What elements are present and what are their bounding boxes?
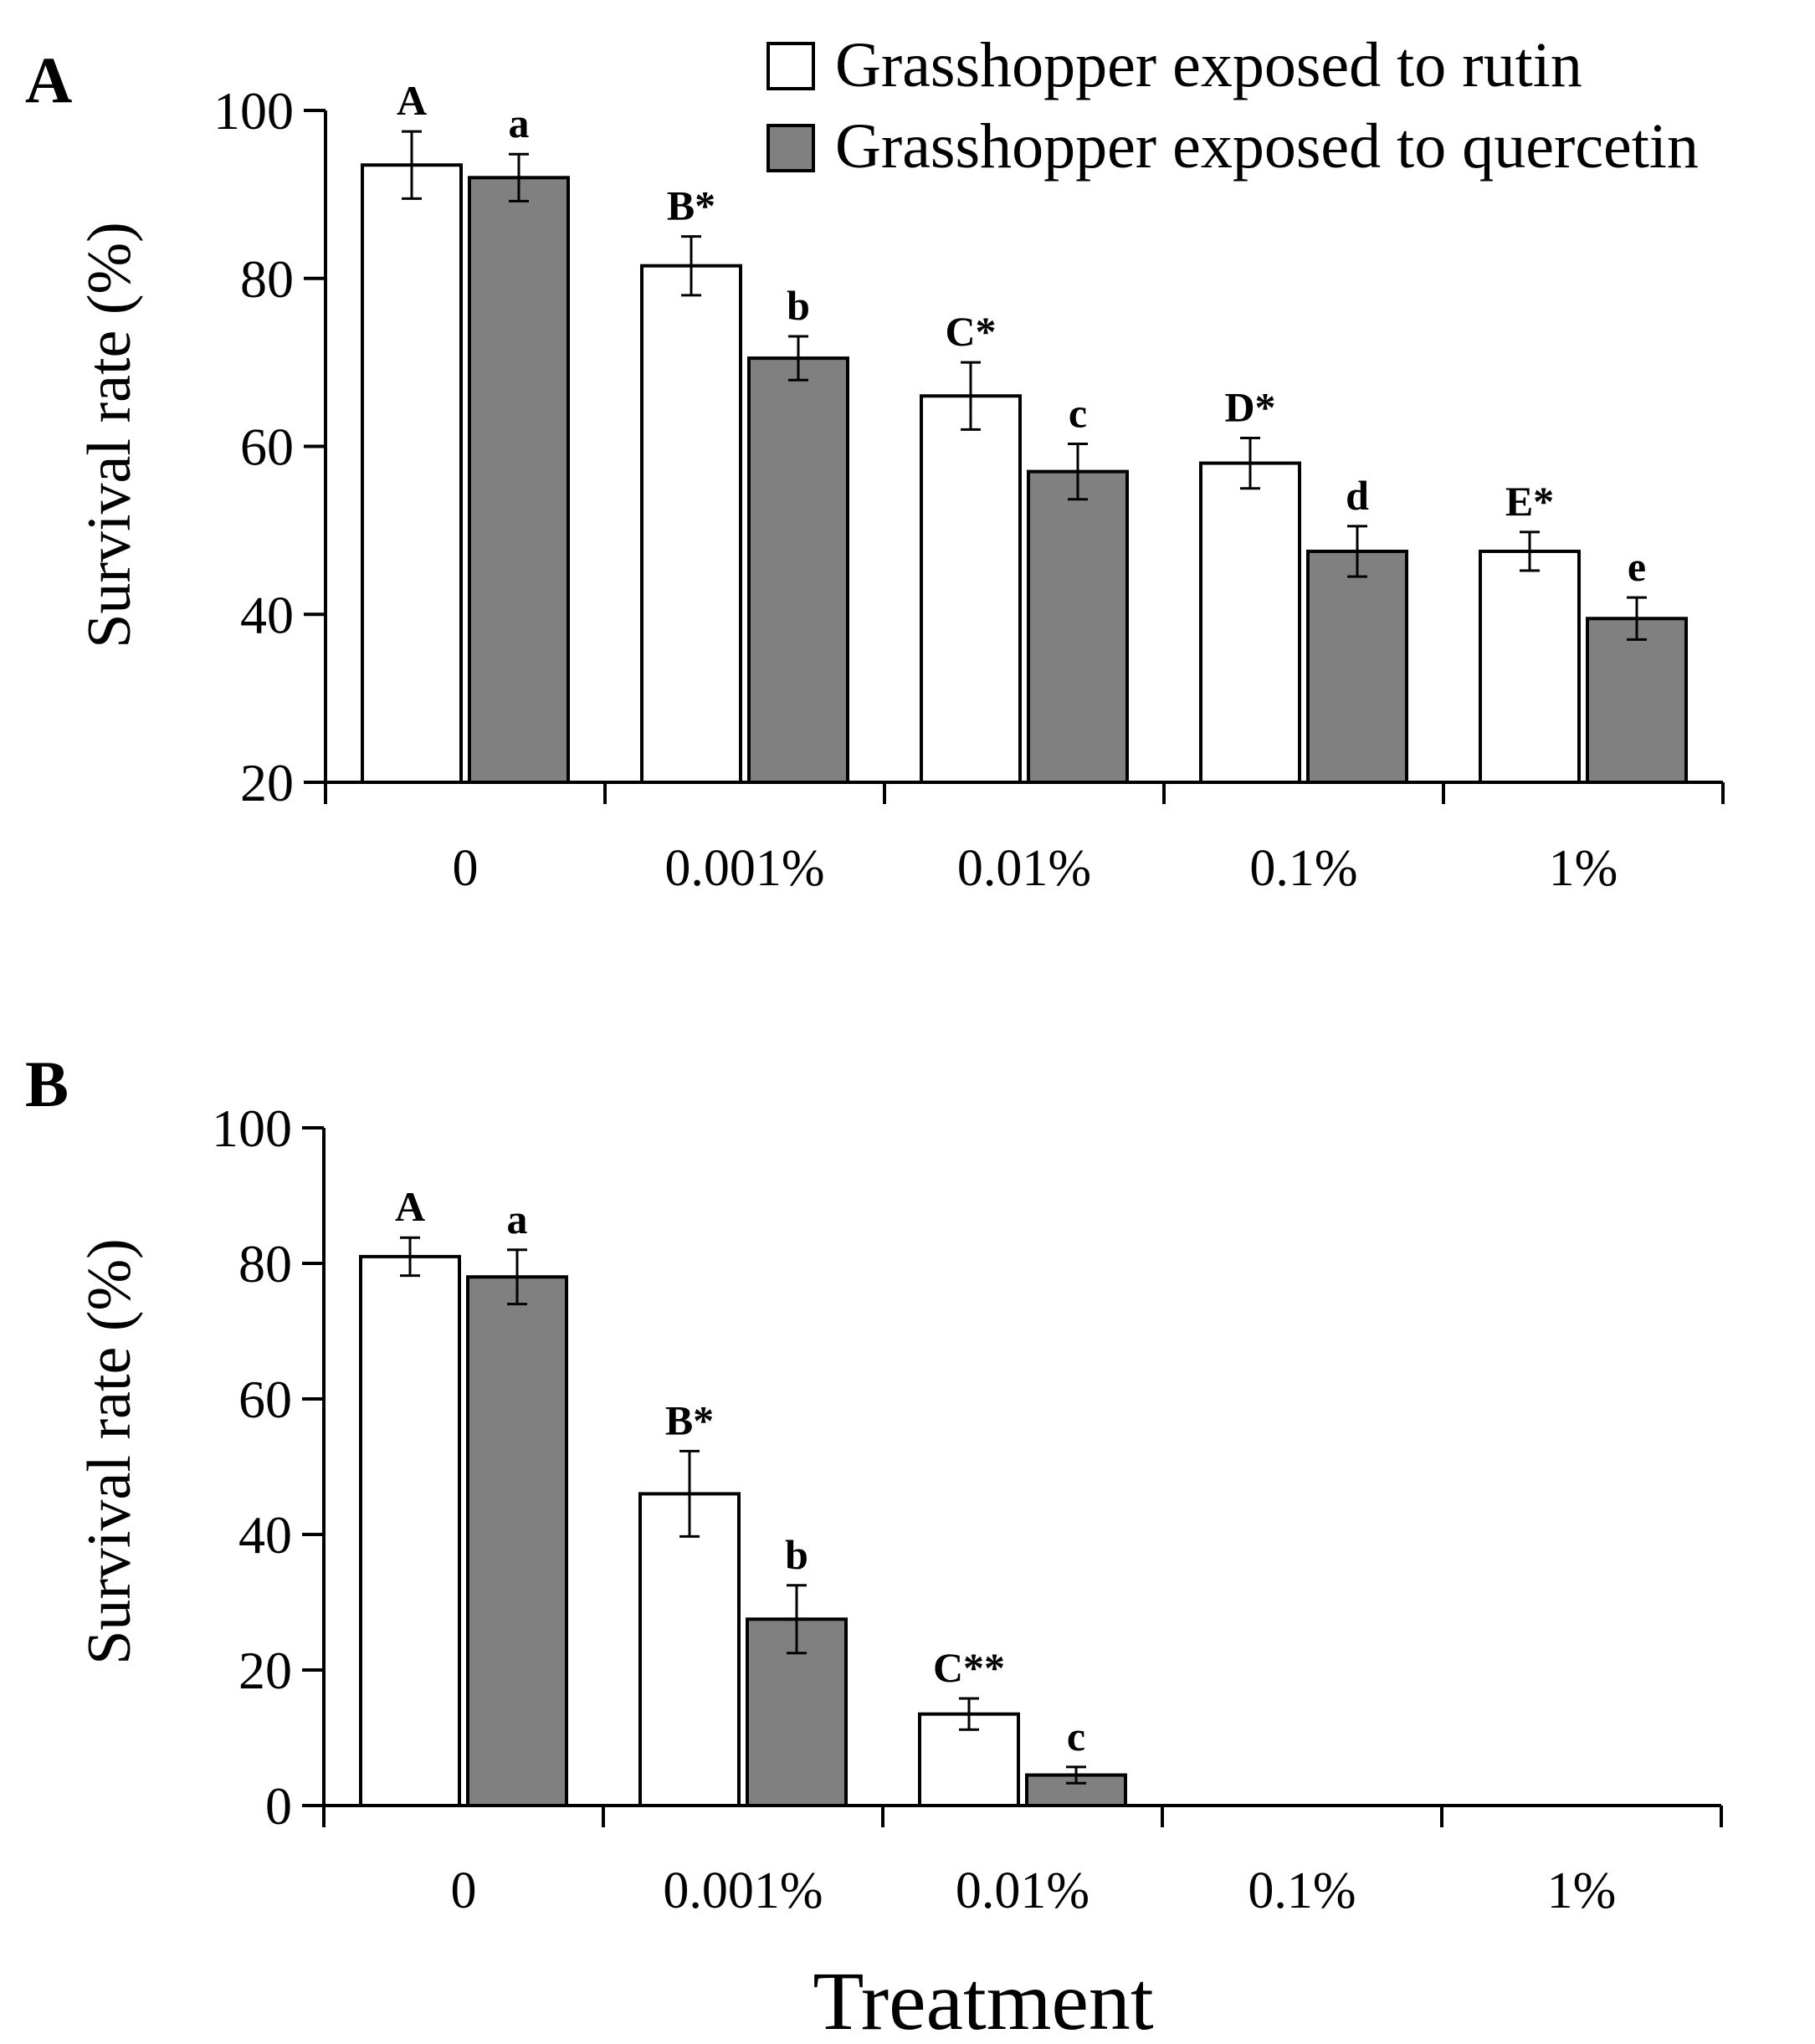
panel-a-significance-label: A xyxy=(397,77,427,124)
panel-a-bar-rutin xyxy=(1199,461,1301,784)
panel-a-significance-label: a xyxy=(509,100,530,146)
legend-label-quercetin: Grasshopper exposed to quercetin xyxy=(835,111,1699,182)
panel-b-x-tick-label: 1% xyxy=(1547,1862,1617,1919)
panel-b-y-tick-label: 100 xyxy=(212,1099,292,1158)
panel-b-bar-rutin xyxy=(638,1492,741,1808)
panel-a-x-tick-label: 0.1% xyxy=(1249,840,1357,897)
panel-b-significance-label: A xyxy=(395,1183,425,1230)
panel-b-significance-label: C** xyxy=(933,1644,1005,1691)
panel-a-y-tick-label: 60 xyxy=(240,418,294,477)
panel-a-y-tick-label: 40 xyxy=(240,585,294,644)
panel-a-bar-rutin xyxy=(361,163,463,784)
panel-a-significance-label: D* xyxy=(1224,383,1275,430)
panel-a-bar-rutin xyxy=(640,264,742,785)
panel-a-bar-quercetin xyxy=(747,356,849,784)
panel-a-significance-label: c xyxy=(1069,389,1087,436)
panel-a: A Survival rate (%) 20 40 60 80 100 0 0.001% 0… xyxy=(25,44,1725,897)
panel-a-x-tick-label: 0.01% xyxy=(957,840,1091,897)
panel-a-significance-label: e xyxy=(1628,543,1646,590)
panel-b-y-tick-label: 20 xyxy=(238,1641,292,1700)
legend: Grasshopper exposed to rutin Grasshopper… xyxy=(767,30,1699,182)
panel-a-bar-rutin xyxy=(1479,549,1581,784)
panel-a-bar-quercetin xyxy=(1586,617,1688,784)
panel-a-y-axis-title: Survival rate (%) xyxy=(75,222,144,648)
legend-swatch-quercetin xyxy=(767,124,815,172)
panel-a-significance-label: B* xyxy=(667,182,715,229)
panel-b-x-tick-label: 0.1% xyxy=(1248,1862,1356,1919)
panel-b-significance-label: c xyxy=(1067,1713,1085,1760)
panel-a-bar-quercetin xyxy=(1027,469,1129,784)
panel-b-bar-quercetin xyxy=(466,1275,568,1807)
panel-b-significance-label: B* xyxy=(665,1396,714,1443)
x-axis-title: Treatment xyxy=(813,1954,1154,2044)
panel-a-significance-label: b xyxy=(787,282,810,329)
panel-b-y-tick-label: 60 xyxy=(238,1370,292,1429)
panel-b-significance-label: b xyxy=(785,1531,808,1578)
panel-a-label: A xyxy=(25,44,72,116)
panel-a-significance-label: d xyxy=(1346,472,1369,519)
panel-b-x-tick-label: 0.001% xyxy=(663,1862,823,1919)
panel-a-x-tick-label: 0 xyxy=(453,840,479,897)
panel-b-y-tick-label: 80 xyxy=(238,1234,292,1294)
panel-b-label: B xyxy=(25,1048,69,1120)
panel-a-y-tick-label: 100 xyxy=(213,81,294,141)
panel-b-x-tick-label: 0.01% xyxy=(956,1862,1090,1919)
panel-b: B Survival rate (%) 0 20 40 60 80 100 0 0.001%… xyxy=(25,1048,1723,1919)
panel-b-y-tick-label: 0 xyxy=(265,1776,292,1836)
panel-a-significance-label: E* xyxy=(1505,478,1554,525)
panel-a-bar-quercetin xyxy=(1306,549,1408,784)
panel-b-y-axis-title: Survival rate (%) xyxy=(75,1238,144,1665)
panel-b-bar-quercetin xyxy=(1025,1773,1127,1808)
panel-b-bar-rutin xyxy=(918,1712,1020,1807)
panel-b-y-tick-label: 40 xyxy=(238,1505,292,1565)
panel-a-y-tick-label: 20 xyxy=(240,753,294,812)
panel-b-significance-label: a xyxy=(507,1196,528,1242)
panel-a-y-tick-label: 80 xyxy=(240,249,294,309)
panel-a-x-tick-label: 1% xyxy=(1549,840,1618,897)
panel-a-significance-label: C* xyxy=(945,308,996,355)
legend-label-rutin: Grasshopper exposed to rutin xyxy=(835,30,1582,100)
panel-a-x-tick-label: 0.001% xyxy=(664,840,824,897)
legend-swatch-rutin xyxy=(767,42,815,90)
panel-b-x-tick-label: 0 xyxy=(451,1862,477,1919)
panel-a-bar-rutin xyxy=(920,394,1022,784)
panel-a-bar-quercetin xyxy=(468,176,570,785)
panel-b-bar-rutin xyxy=(359,1254,461,1807)
